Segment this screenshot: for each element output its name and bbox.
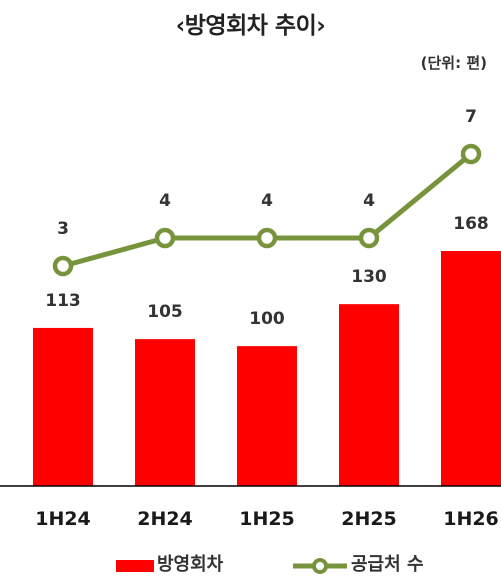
bar-1H24: [33, 327, 93, 486]
x-tick-1H25: 1H25: [239, 508, 295, 530]
legend-label-bar: 방영회차: [157, 554, 224, 575]
x-tick-2H25: 2H25: [341, 508, 397, 530]
x-tick-1H26: 1H26: [443, 508, 499, 530]
line-point-1H26: [460, 143, 482, 165]
line-point-2H25: [358, 227, 380, 249]
bar-2H24: [135, 339, 195, 486]
bar-1H25: [237, 346, 297, 486]
chart-title: ‹방영회차 추이›: [175, 13, 326, 39]
bar-label-2H24: 105: [147, 302, 183, 322]
line-label-2H25: 4: [363, 191, 375, 211]
line-label-1H26: 7: [465, 107, 477, 127]
line-point-2H24: [154, 227, 176, 249]
bar-1H26: [441, 251, 501, 486]
line-point-1H24: [52, 255, 74, 277]
line-point-1H25: [256, 227, 278, 249]
x-tick-1H24: 1H24: [35, 508, 91, 530]
bar-label-2H25: 130: [351, 267, 387, 287]
bar-2H25: [339, 304, 399, 486]
x-tick-2H24: 2H24: [137, 508, 193, 530]
line-label-2H24: 4: [159, 191, 171, 211]
unit-label: (단위: 편): [420, 54, 487, 72]
legend-swatch-bar: [116, 560, 154, 572]
line-label-1H25: 4: [261, 191, 273, 211]
legend-swatch-point: [312, 558, 328, 574]
bar-label-1H24: 113: [45, 291, 81, 311]
line-label-1H24: 3: [57, 219, 69, 239]
legend-label-line: 공급처 수: [351, 554, 424, 575]
bar-label-1H26: 168: [453, 214, 489, 234]
bar-label-1H25: 100: [249, 309, 285, 329]
